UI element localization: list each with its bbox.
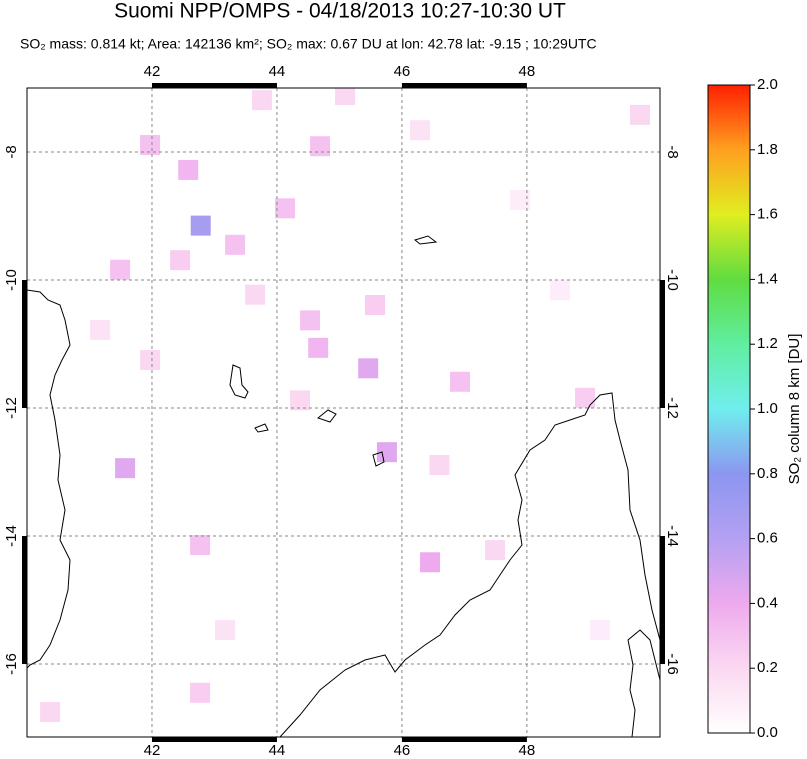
so2-cell: [410, 120, 431, 141]
lon-tick-label: 48: [519, 742, 536, 759]
so2-cell: [275, 198, 296, 219]
so2-cell: [550, 280, 571, 301]
island: [229, 364, 249, 399]
island: [372, 451, 385, 467]
so2-cell: [178, 159, 199, 180]
colorbar-tick-label: 1.0: [757, 400, 778, 417]
island: [254, 423, 269, 433]
coastline: [279, 392, 660, 737]
lon-tick-label: 46: [394, 63, 411, 80]
lat-tick-label: -16: [3, 653, 20, 675]
so2-cell: [215, 620, 236, 641]
so2-cell: [575, 387, 596, 408]
so2-cell: [365, 294, 386, 315]
colorbar-ticks: 0.0 0.2 0.4 0.6 0.8 1.0 1.2 1.4 1.6 1.8 2.0: [750, 76, 778, 741]
so2-cell: [376, 442, 397, 463]
so2-cell: [190, 215, 211, 236]
title: Suomi NPP/OMPS - 04/18/2013 10:27-10:30 …: [114, 0, 566, 23]
so2-cell: [140, 350, 161, 371]
lat-tick-label: -14: [664, 525, 681, 547]
colorbar-tick-label: 2.0: [757, 76, 778, 93]
frame-bars: [22, 83, 665, 742]
frame-bar: [22, 280, 27, 409]
so2-cell: [420, 552, 441, 573]
subtitle: SO₂ mass: 0.814 kt; Area: 142136 km²; SO…: [20, 36, 597, 52]
so2-cell: [429, 454, 450, 475]
lat-tick-label: -8: [3, 145, 20, 158]
so2-cell: [308, 337, 329, 358]
island: [316, 409, 337, 423]
colorbar-tick-label: 1.6: [757, 206, 778, 223]
island: [413, 235, 438, 245]
so2-cell: [225, 234, 246, 255]
lon-tick-label: 46: [394, 742, 411, 759]
so2-cell: [245, 284, 266, 305]
colorbar-tick-label: 1.8: [757, 141, 778, 158]
coastline: [627, 629, 660, 737]
so2-cell: [190, 534, 211, 555]
so2-cell: [90, 319, 111, 340]
colorbar-tick-label: 0.4: [757, 594, 778, 611]
lat-tick-label: -10: [664, 269, 681, 291]
colorbar: [707, 84, 751, 734]
lat-tick-label: -14: [3, 525, 20, 547]
frame-bar: [151, 83, 277, 88]
so2-cell: [310, 136, 331, 157]
cell-layer: [40, 88, 651, 723]
colorbar-tick-label: 0.2: [757, 659, 778, 676]
frame-bar: [22, 536, 27, 665]
colorbar-tick-label: 1.2: [757, 335, 778, 352]
frame-bar: [401, 737, 527, 742]
colorbar-tick-label: 0.6: [757, 530, 778, 547]
so2-cell: [450, 371, 471, 392]
colorbar-tick-label: 1.4: [757, 270, 778, 287]
so2-cell: [40, 702, 61, 723]
colorbar-tick-label: 0.8: [757, 465, 778, 482]
so2-cell: [110, 259, 131, 280]
frame-bar: [151, 737, 277, 742]
so2-cell: [170, 250, 191, 271]
colorbar-label: SO₂ column 8 km [DU]: [786, 334, 803, 485]
map-frame: [26, 87, 661, 738]
so2-cell: [140, 134, 161, 155]
frame-bar: [660, 536, 665, 665]
colorbar-tick-label: 0.0: [757, 724, 778, 741]
so2-cell: [300, 310, 321, 331]
so2-cell: [630, 104, 651, 125]
frame-bar: [660, 280, 665, 409]
map-area: [27, 88, 660, 737]
so2-cell: [335, 88, 356, 106]
lon-tick-label: 44: [269, 742, 286, 759]
frame-bar: [401, 83, 527, 88]
lon-tick-label: 44: [269, 63, 286, 80]
so2-cell: [590, 620, 611, 641]
lat-tick-label: -10: [3, 269, 20, 291]
so2-cell: [190, 682, 211, 703]
so2-cell: [510, 190, 531, 211]
so2-cell: [115, 458, 136, 479]
lat-tick-label: -12: [3, 397, 20, 419]
so2-cell: [485, 540, 506, 561]
coastline: [27, 289, 71, 669]
lat-tick-label: -12: [664, 397, 681, 419]
so2-cell: [358, 358, 379, 379]
lon-tick-label: 42: [144, 742, 161, 759]
lon-tick-label: 42: [144, 63, 161, 80]
lat-tick-label: -8: [664, 145, 681, 158]
lat-tick-label: -16: [664, 653, 681, 675]
lon-tick-label: 48: [519, 63, 536, 80]
coastlines: [27, 235, 660, 737]
grid-layer: 42 42 44 44 46 46 48 48 -8 -8 -10 -10 -12 -12 -14 -14 -1…: [3, 63, 681, 759]
so2-cell: [251, 90, 272, 111]
so2-cell: [290, 390, 311, 411]
